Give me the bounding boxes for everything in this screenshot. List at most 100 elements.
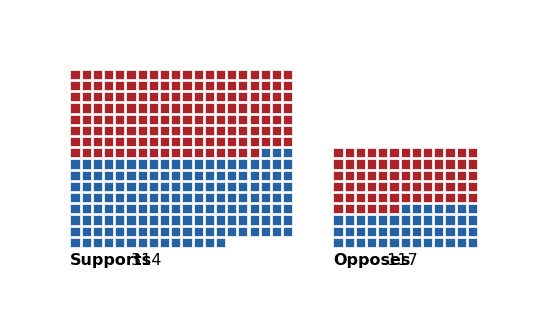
Bar [249,148,259,157]
Bar [148,148,158,157]
Bar [434,215,443,225]
Bar [81,115,91,124]
Bar [272,215,281,225]
Bar [193,81,203,90]
Bar [115,238,124,247]
Bar [160,238,169,247]
Bar [249,182,259,191]
Bar [148,70,158,79]
Bar [434,182,443,191]
Bar [193,171,203,180]
Bar [333,204,343,213]
Bar [182,92,191,101]
Bar [227,204,236,213]
Bar [171,137,180,146]
Bar [272,148,281,157]
Bar [171,103,180,113]
Bar [260,148,270,157]
Bar [378,171,388,180]
Bar [115,81,124,90]
Bar [160,159,169,169]
Bar [115,159,124,169]
Bar [126,81,136,90]
Bar [249,171,259,180]
Bar [171,159,180,169]
Bar [390,204,399,213]
Bar [148,182,158,191]
Bar [182,126,191,135]
Bar [216,115,225,124]
Bar [182,103,191,113]
Bar [138,103,147,113]
Bar [272,204,281,213]
Bar [138,81,147,90]
Bar [216,92,225,101]
Bar [445,182,455,191]
Bar [249,159,259,169]
Bar [333,182,343,191]
Bar [205,126,214,135]
Bar [148,215,158,225]
Bar [93,81,102,90]
Bar [434,148,443,157]
Bar [104,204,113,213]
Bar [272,81,281,90]
Bar [81,238,91,247]
Bar [126,92,136,101]
Bar [227,137,236,146]
Bar [171,115,180,124]
Bar [468,148,477,157]
Bar [171,148,180,157]
Bar [171,215,180,225]
Bar [193,215,203,225]
Bar [390,182,399,191]
Bar [160,103,169,113]
Bar [260,103,270,113]
Bar [70,238,79,247]
Bar [70,70,79,79]
Bar [115,171,124,180]
Bar [423,193,432,202]
Bar [160,204,169,213]
Bar [227,103,236,113]
Bar [138,137,147,146]
Bar [104,81,113,90]
Bar [70,103,79,113]
Bar [283,182,292,191]
Bar [272,171,281,180]
Bar [390,227,399,236]
Bar [216,193,225,202]
Bar [401,204,410,213]
Bar [227,159,236,169]
Bar [239,215,248,225]
Bar [468,182,477,191]
Bar [468,171,477,180]
Bar [138,193,147,202]
Bar [367,227,376,236]
Bar [70,171,79,180]
Bar [81,103,91,113]
Bar [412,215,421,225]
Bar [260,215,270,225]
Bar [205,159,214,169]
Bar [115,115,124,124]
Bar [457,215,466,225]
Bar [138,215,147,225]
Bar [249,81,259,90]
Bar [239,227,248,236]
Bar [216,215,225,225]
Bar [193,103,203,113]
Bar [423,159,432,169]
Bar [70,227,79,236]
Bar [182,193,191,202]
Bar [126,103,136,113]
Bar [249,103,259,113]
Bar [104,126,113,135]
Bar [412,227,421,236]
Bar [239,193,248,202]
Bar [138,171,147,180]
Bar [115,193,124,202]
Bar [412,193,421,202]
Bar [138,148,147,157]
Bar [457,182,466,191]
